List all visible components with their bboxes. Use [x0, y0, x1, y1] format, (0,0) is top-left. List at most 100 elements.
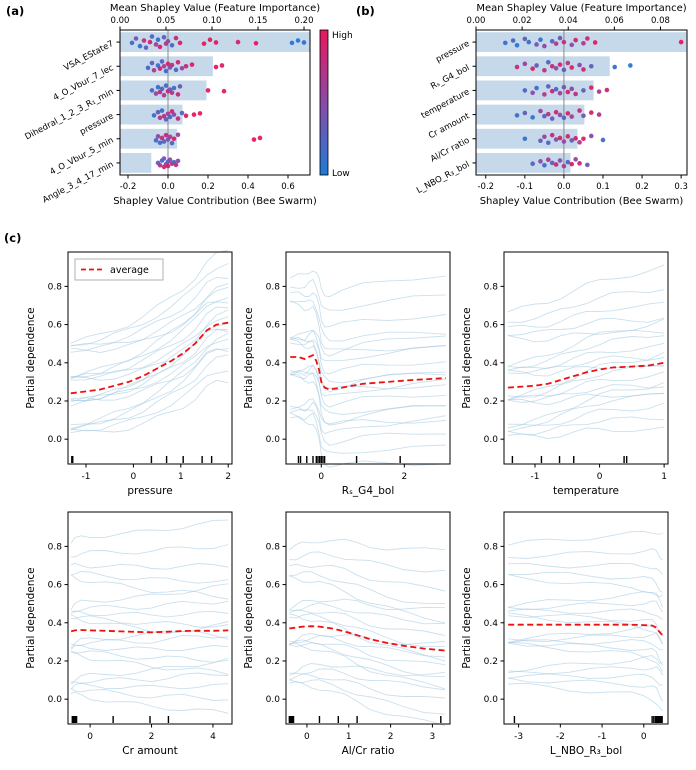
rug-marks: [71, 716, 170, 723]
beeswarm-panel-a: 0.00 0.05 0.10 0.15 0.20 Mean Shapley Value (…: [23, 3, 352, 207]
average-curve: [290, 353, 446, 391]
chart-text: 0.1: [596, 182, 610, 192]
ice-curves: [70, 519, 229, 714]
ice-curves: [70, 250, 229, 434]
chart-text: 2: [401, 472, 407, 482]
chart-text: 0: [597, 472, 603, 482]
chart-text: 0: [87, 732, 93, 742]
chart-text: 0.2: [201, 182, 215, 192]
importance-bars: [476, 32, 687, 173]
chart-text: 0.6: [266, 321, 281, 331]
panel-label-a: (a): [6, 4, 25, 18]
chart-text: 0.4: [266, 359, 281, 369]
x-axis-label: pressure: [127, 485, 172, 497]
colorbar-high-label: High: [332, 31, 353, 41]
ice-curves: [289, 270, 446, 468]
top-axis-title: Mean Shapley Value (Feature Importance): [476, 3, 686, 14]
panel-label-b: (b): [356, 4, 375, 18]
chart-text: -2: [556, 732, 565, 742]
chart-text: 0.6: [266, 581, 281, 591]
chart-text: 0.0: [484, 435, 499, 445]
chart-text: 0.0: [557, 182, 571, 192]
chart-text: 0.3: [674, 182, 688, 192]
chart-text: 0.0: [48, 435, 63, 445]
bottom-axis-title: Shapley Value Contribution (Bee Swarm): [113, 196, 317, 207]
x-axis-label: Cr amount: [122, 745, 178, 757]
chart-text: 0.4: [241, 182, 255, 192]
rug-marks: [71, 456, 213, 463]
feature-label: pressure: [434, 39, 471, 65]
chart-text: 0.8: [48, 282, 63, 292]
partial-dependence-grid: 0.0 0.2 0.4 0.6 0.8 -1 0 1 2 pressure Partial depe…: [25, 250, 669, 757]
average-curve: [508, 623, 664, 636]
legend: average: [74, 258, 164, 281]
beeswarm-chart-a: 0.00 0.05 0.10 0.15 0.20 Mean Shapley Value (…: [23, 3, 352, 207]
chart-text: 0.15: [249, 16, 268, 26]
chart-text: 0.20: [295, 16, 314, 26]
chart-text: 0.4: [266, 619, 281, 629]
axes-frame: [119, 29, 311, 176]
feature-label: L_NBO_R₃_bol: [415, 160, 471, 196]
chart-text: 0.00: [111, 16, 130, 26]
ice-curves: [507, 264, 665, 439]
chart-text: 0.4: [48, 619, 63, 629]
axes-frame: [503, 511, 669, 725]
chart-text: 0.2: [48, 397, 62, 407]
chart-text: 3: [430, 732, 436, 742]
y-axis-label: Partial dependence: [25, 567, 37, 668]
average-curve: [507, 361, 665, 389]
x-axis-label: Rₛ_G4_bol: [342, 485, 395, 497]
chart-text: 0.6: [281, 182, 295, 192]
chart-text: 0.10: [203, 16, 222, 26]
rug-marks: [297, 456, 401, 463]
importance-bars: [120, 32, 310, 173]
chart-text: 1: [346, 732, 352, 742]
chart-text: 2: [149, 732, 155, 742]
chart-text: 0.2: [484, 397, 498, 407]
y-axis-label: Partial dependence: [243, 307, 255, 408]
chart-text: 0.0: [161, 182, 175, 192]
chart-text: 0.8: [484, 282, 499, 292]
chart-text: -3: [514, 732, 523, 742]
axes-frame: [285, 511, 451, 725]
bottom-axis-title: Shapley Value Contribution (Bee Swarm): [480, 196, 684, 207]
chart-text: 0.05: [157, 16, 176, 26]
chart-text: 0.04: [559, 16, 578, 26]
average-curve: [289, 625, 446, 652]
chart-text: -1: [82, 472, 91, 482]
axes-frame: [67, 251, 233, 465]
chart-text: 0.0: [266, 695, 281, 705]
chart-text: 0.6: [48, 581, 63, 591]
chart-text: 0.4: [484, 359, 499, 369]
chart-text: 0.8: [266, 542, 281, 552]
chart-text: 0.4: [48, 359, 63, 369]
chart-text: 0.8: [48, 542, 63, 552]
chart-text: -0.2: [477, 182, 494, 192]
chart-text: 1: [178, 472, 184, 482]
pdp-subplot-4: 0.0 0.2 0.4 0.6 0.8 0 2 4 Cr amount Partial depen…: [25, 511, 233, 757]
pdp-subplot-3: 0.0 0.2 0.4 0.6 0.8 -1 0 1 temperature Partial de…: [461, 251, 669, 497]
rug-marks: [513, 716, 663, 723]
pdp-subplot-1: 0.0 0.2 0.4 0.6 0.8 -1 0 1 2 pressure Partial depe…: [25, 250, 233, 497]
ice-curves: [508, 530, 664, 712]
chart-text: 0.00: [467, 16, 486, 26]
chart-text: 0.2: [266, 657, 280, 667]
chart-text: 0.0: [266, 435, 281, 445]
rug-marks: [288, 716, 442, 723]
y-axis-label: Partial dependence: [243, 567, 255, 668]
x-axis-label: temperature: [553, 485, 619, 497]
chart-text: -0.2: [120, 182, 137, 192]
average-curve: [70, 629, 229, 634]
legend-label: average: [110, 265, 149, 276]
chart-text: -1: [530, 472, 539, 482]
chart-text: 0: [641, 732, 647, 742]
axes-frame: [285, 251, 451, 465]
chart-text: 2: [225, 472, 231, 482]
chart-text: 0: [318, 472, 324, 482]
chart-text: 0.4: [484, 619, 499, 629]
x-axis-label: L_NBO_R₃_bol: [550, 745, 622, 757]
chart-text: 0.6: [48, 321, 63, 331]
top-axis-title: Mean Shapley Value (Feature Importance): [110, 3, 320, 14]
beeswarm-chart-b: 0.00 0.02 0.04 0.06 0.08 Mean Shapley Value (…: [415, 3, 688, 207]
chart-text: 0.2: [484, 657, 498, 667]
